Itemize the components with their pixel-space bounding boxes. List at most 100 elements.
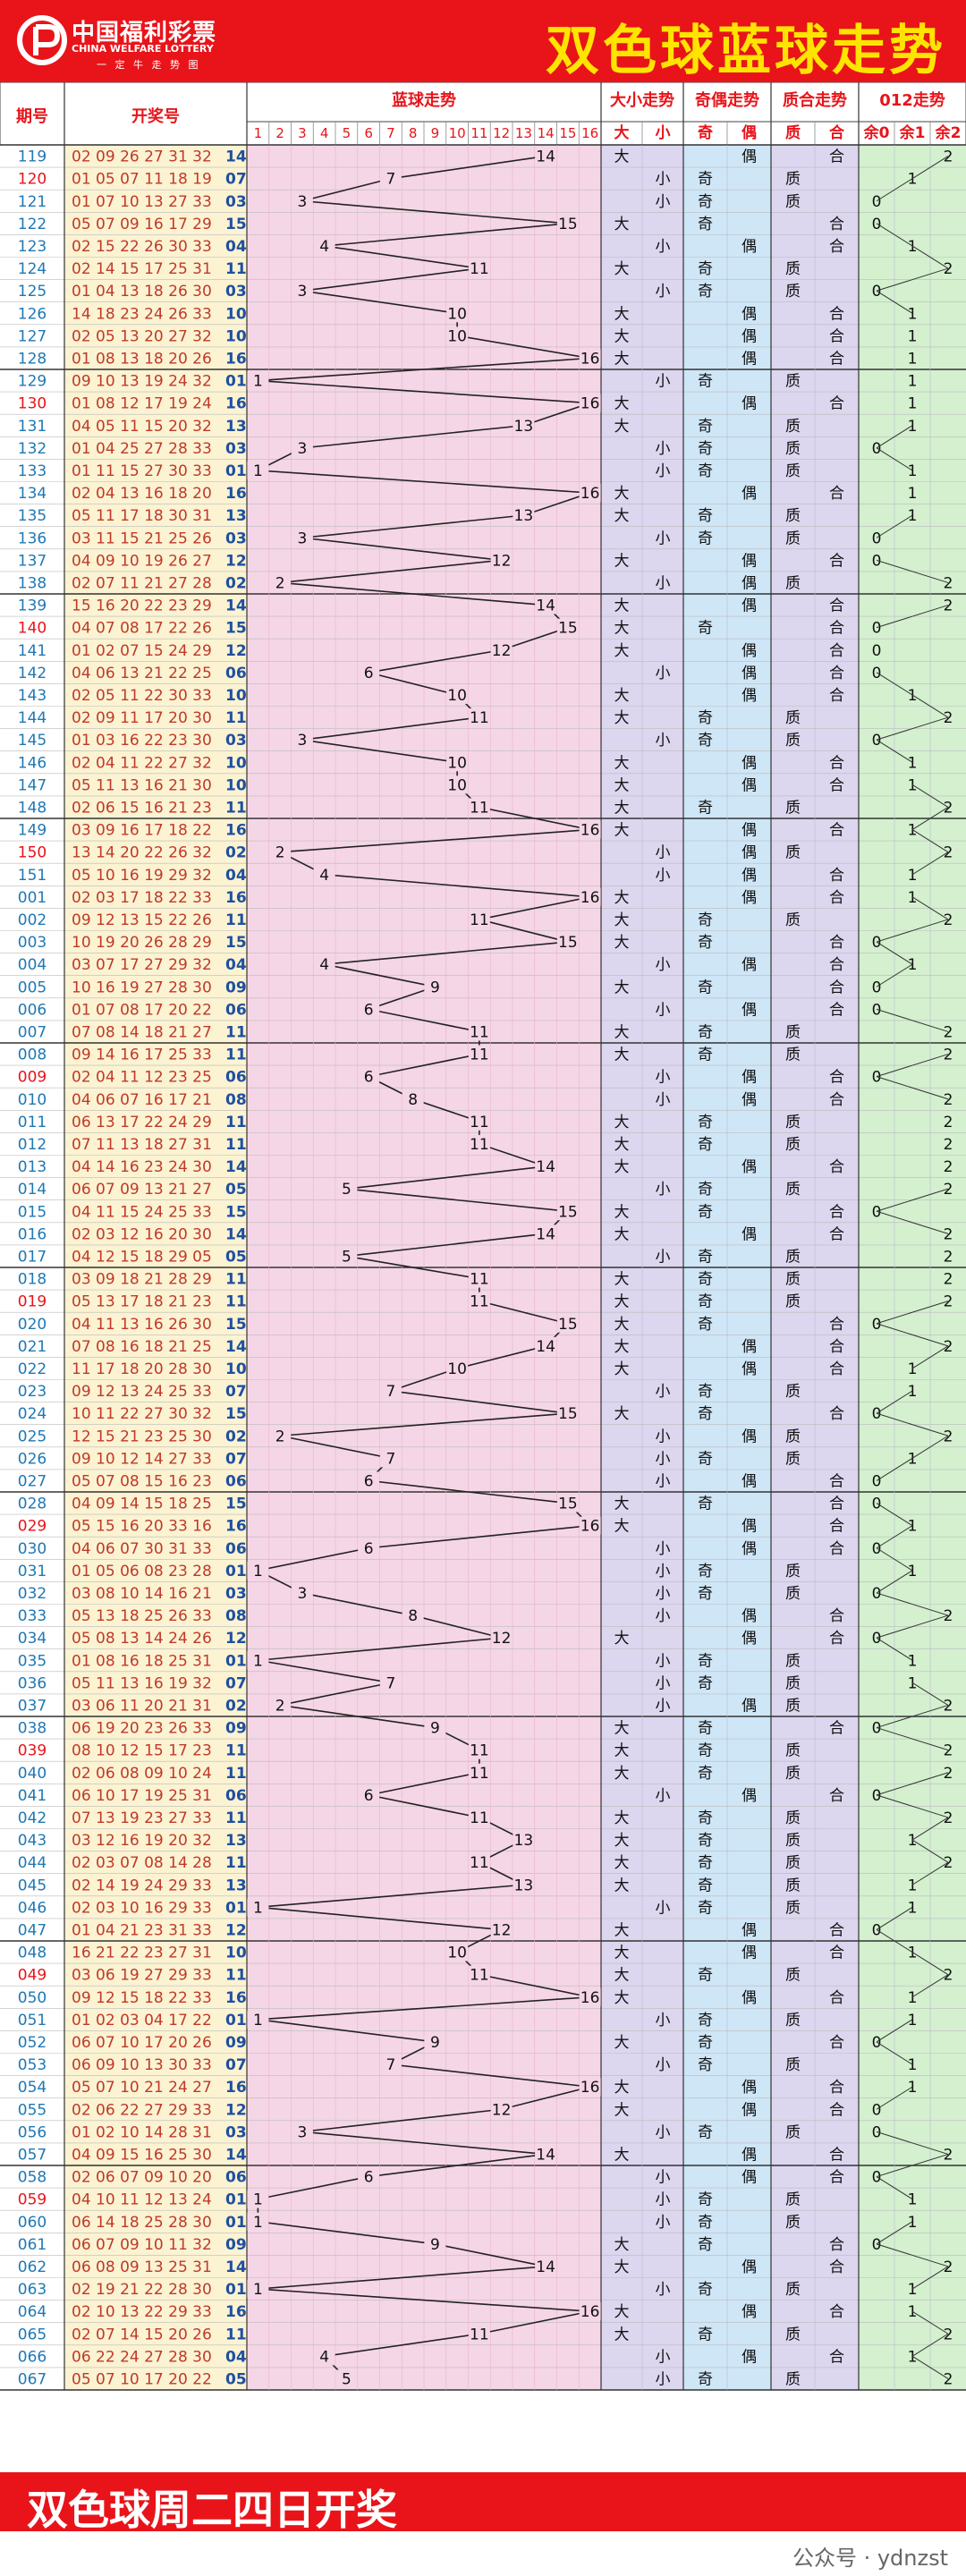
prime-mark: 质 <box>785 732 801 750</box>
composite-mark: 合 <box>829 2101 844 2119</box>
issue-number: 029 <box>18 1518 47 1536</box>
trend-point-bg <box>424 1718 446 1737</box>
blue-ball-number: 12 <box>225 552 247 570</box>
trend-point: 3 <box>297 193 307 211</box>
small-mark: 小 <box>656 1450 671 1468</box>
blue-ball-number: 05 <box>225 1181 247 1199</box>
small-mark: 小 <box>656 283 671 301</box>
prime-mark: 质 <box>785 1652 801 1670</box>
issue-number: 011 <box>18 1114 47 1131</box>
red-ball-numbers: 05 07 10 17 20 22 <box>72 2370 212 2388</box>
trend-point: 1 <box>253 373 263 391</box>
trend-point: 16 <box>580 1518 600 1536</box>
trend-point: 6 <box>364 1001 374 1019</box>
trend-point-bg <box>379 1449 402 1468</box>
red-ball-numbers: 05 13 17 18 21 23 <box>72 1293 212 1311</box>
prime-mark: 质 <box>785 1450 801 1468</box>
mod3-trend-line <box>876 1547 913 1572</box>
trend-point-bg <box>513 416 535 435</box>
trend-point: 2 <box>275 1428 285 1445</box>
odd-mark: 奇 <box>698 1563 713 1580</box>
composite-mark: 合 <box>829 597 844 615</box>
composite-mark: 合 <box>829 956 844 974</box>
trend-point-bg <box>468 708 490 727</box>
mod3-trend-line <box>911 784 949 808</box>
issue-number: 026 <box>18 1450 47 1468</box>
issue-number: 046 <box>18 1899 47 1917</box>
odd-mark: 奇 <box>698 1271 713 1289</box>
blue-ball-number: 11 <box>225 799 247 817</box>
small-mark: 小 <box>656 956 671 974</box>
trend-point: 9 <box>430 1720 440 1738</box>
issue-number: 043 <box>18 1832 47 1850</box>
mod2-header: 余2 <box>935 123 962 142</box>
footer-bar: 双色球周二四日开奖 <box>0 2472 966 2534</box>
mod3-mark: 2 <box>944 1158 953 1176</box>
big-mark: 大 <box>614 1405 630 1423</box>
trend-point: 7 <box>386 1674 395 1692</box>
odd-mark: 奇 <box>698 260 713 278</box>
blue-ball-number: 11 <box>225 911 247 929</box>
mod3-trend-line <box>876 1704 949 1729</box>
trend-point: 14 <box>536 2258 555 2276</box>
red-ball-numbers: 09 14 16 17 25 33 <box>72 1046 212 1064</box>
big-mark: 大 <box>614 1518 630 1536</box>
mod3-mark: 1 <box>908 956 918 974</box>
composite-mark: 合 <box>829 1472 844 1490</box>
blue-ball-number: 09 <box>225 1720 247 1738</box>
red-ball-numbers: 04 05 11 15 20 32 <box>72 418 212 436</box>
red-ball-numbers: 09 12 13 15 22 26 <box>72 911 212 929</box>
issue-number: 124 <box>18 260 47 278</box>
issue-number: 140 <box>18 620 47 638</box>
prime-mark: 质 <box>785 1136 801 1154</box>
blue-ball-number: 02 <box>225 1428 247 1445</box>
blue-ball-number: 06 <box>225 1069 247 1087</box>
trend-point: 11 <box>470 1765 489 1783</box>
odd-mark: 奇 <box>698 2214 713 2232</box>
blue-ball-number: 01 <box>225 462 247 480</box>
trend-point-bg <box>291 438 313 457</box>
even-mark: 偶 <box>741 822 757 840</box>
red-ball-numbers: 04 12 15 18 29 05 <box>72 1248 212 1266</box>
red-ball-numbers: 02 03 10 16 29 33 <box>72 1899 212 1917</box>
mod3-trend-line <box>911 1952 949 1976</box>
trend-point: 6 <box>364 2169 374 2187</box>
trend-point: 2 <box>275 844 285 862</box>
even-mark: 偶 <box>741 1540 757 1558</box>
blue-ball-number: 03 <box>225 283 247 301</box>
mod3-mark: 0 <box>872 620 882 638</box>
even-mark: 偶 <box>741 1518 757 1536</box>
trend-point: 14 <box>536 1338 555 1356</box>
trend-point-bg <box>556 933 579 952</box>
trend-point: 3 <box>297 440 307 458</box>
blue-ball-number: 14 <box>225 2258 247 2276</box>
red-ball-numbers: 02 05 13 20 27 32 <box>72 327 212 345</box>
even-mark: 偶 <box>741 597 757 615</box>
red-ball-numbers: 03 06 19 27 29 33 <box>72 1967 212 1985</box>
small-mark: 小 <box>656 2012 671 2029</box>
big-mark: 大 <box>614 327 630 345</box>
mod3-mark: 0 <box>872 732 882 750</box>
big-mark: 大 <box>614 799 630 817</box>
mod3-mark: 1 <box>908 822 918 840</box>
big-mark: 大 <box>614 1293 630 1311</box>
blue-ball-number: 11 <box>225 1742 247 1760</box>
blue-ball-number: 01 <box>225 2281 247 2299</box>
big-mark: 大 <box>614 395 630 413</box>
blue-ball-number: 15 <box>225 934 247 952</box>
red-ball-numbers: 04 11 13 16 26 30 <box>72 1316 212 1334</box>
big-mark: 大 <box>614 776 630 794</box>
red-ball-numbers: 04 06 07 16 17 21 <box>72 1091 212 1109</box>
blue-ball-number: 02 <box>225 1697 247 1715</box>
prime-mark: 质 <box>785 260 801 278</box>
mod3-mark: 0 <box>872 1001 882 1019</box>
blue-ball-number: 12 <box>225 1630 247 1648</box>
odd-mark: 奇 <box>698 1023 713 1041</box>
trend-point: 16 <box>580 350 600 368</box>
blue-trend-header: 蓝球走势 <box>392 90 456 110</box>
ball-number-header: 14 <box>538 125 555 141</box>
mod3-trend-line <box>911 1345 949 1369</box>
trend-point-bg <box>291 1583 313 1602</box>
trend-point: 15 <box>558 1316 578 1334</box>
logo-en-text: CHINA WELFARE LOTTERY <box>72 43 214 55</box>
